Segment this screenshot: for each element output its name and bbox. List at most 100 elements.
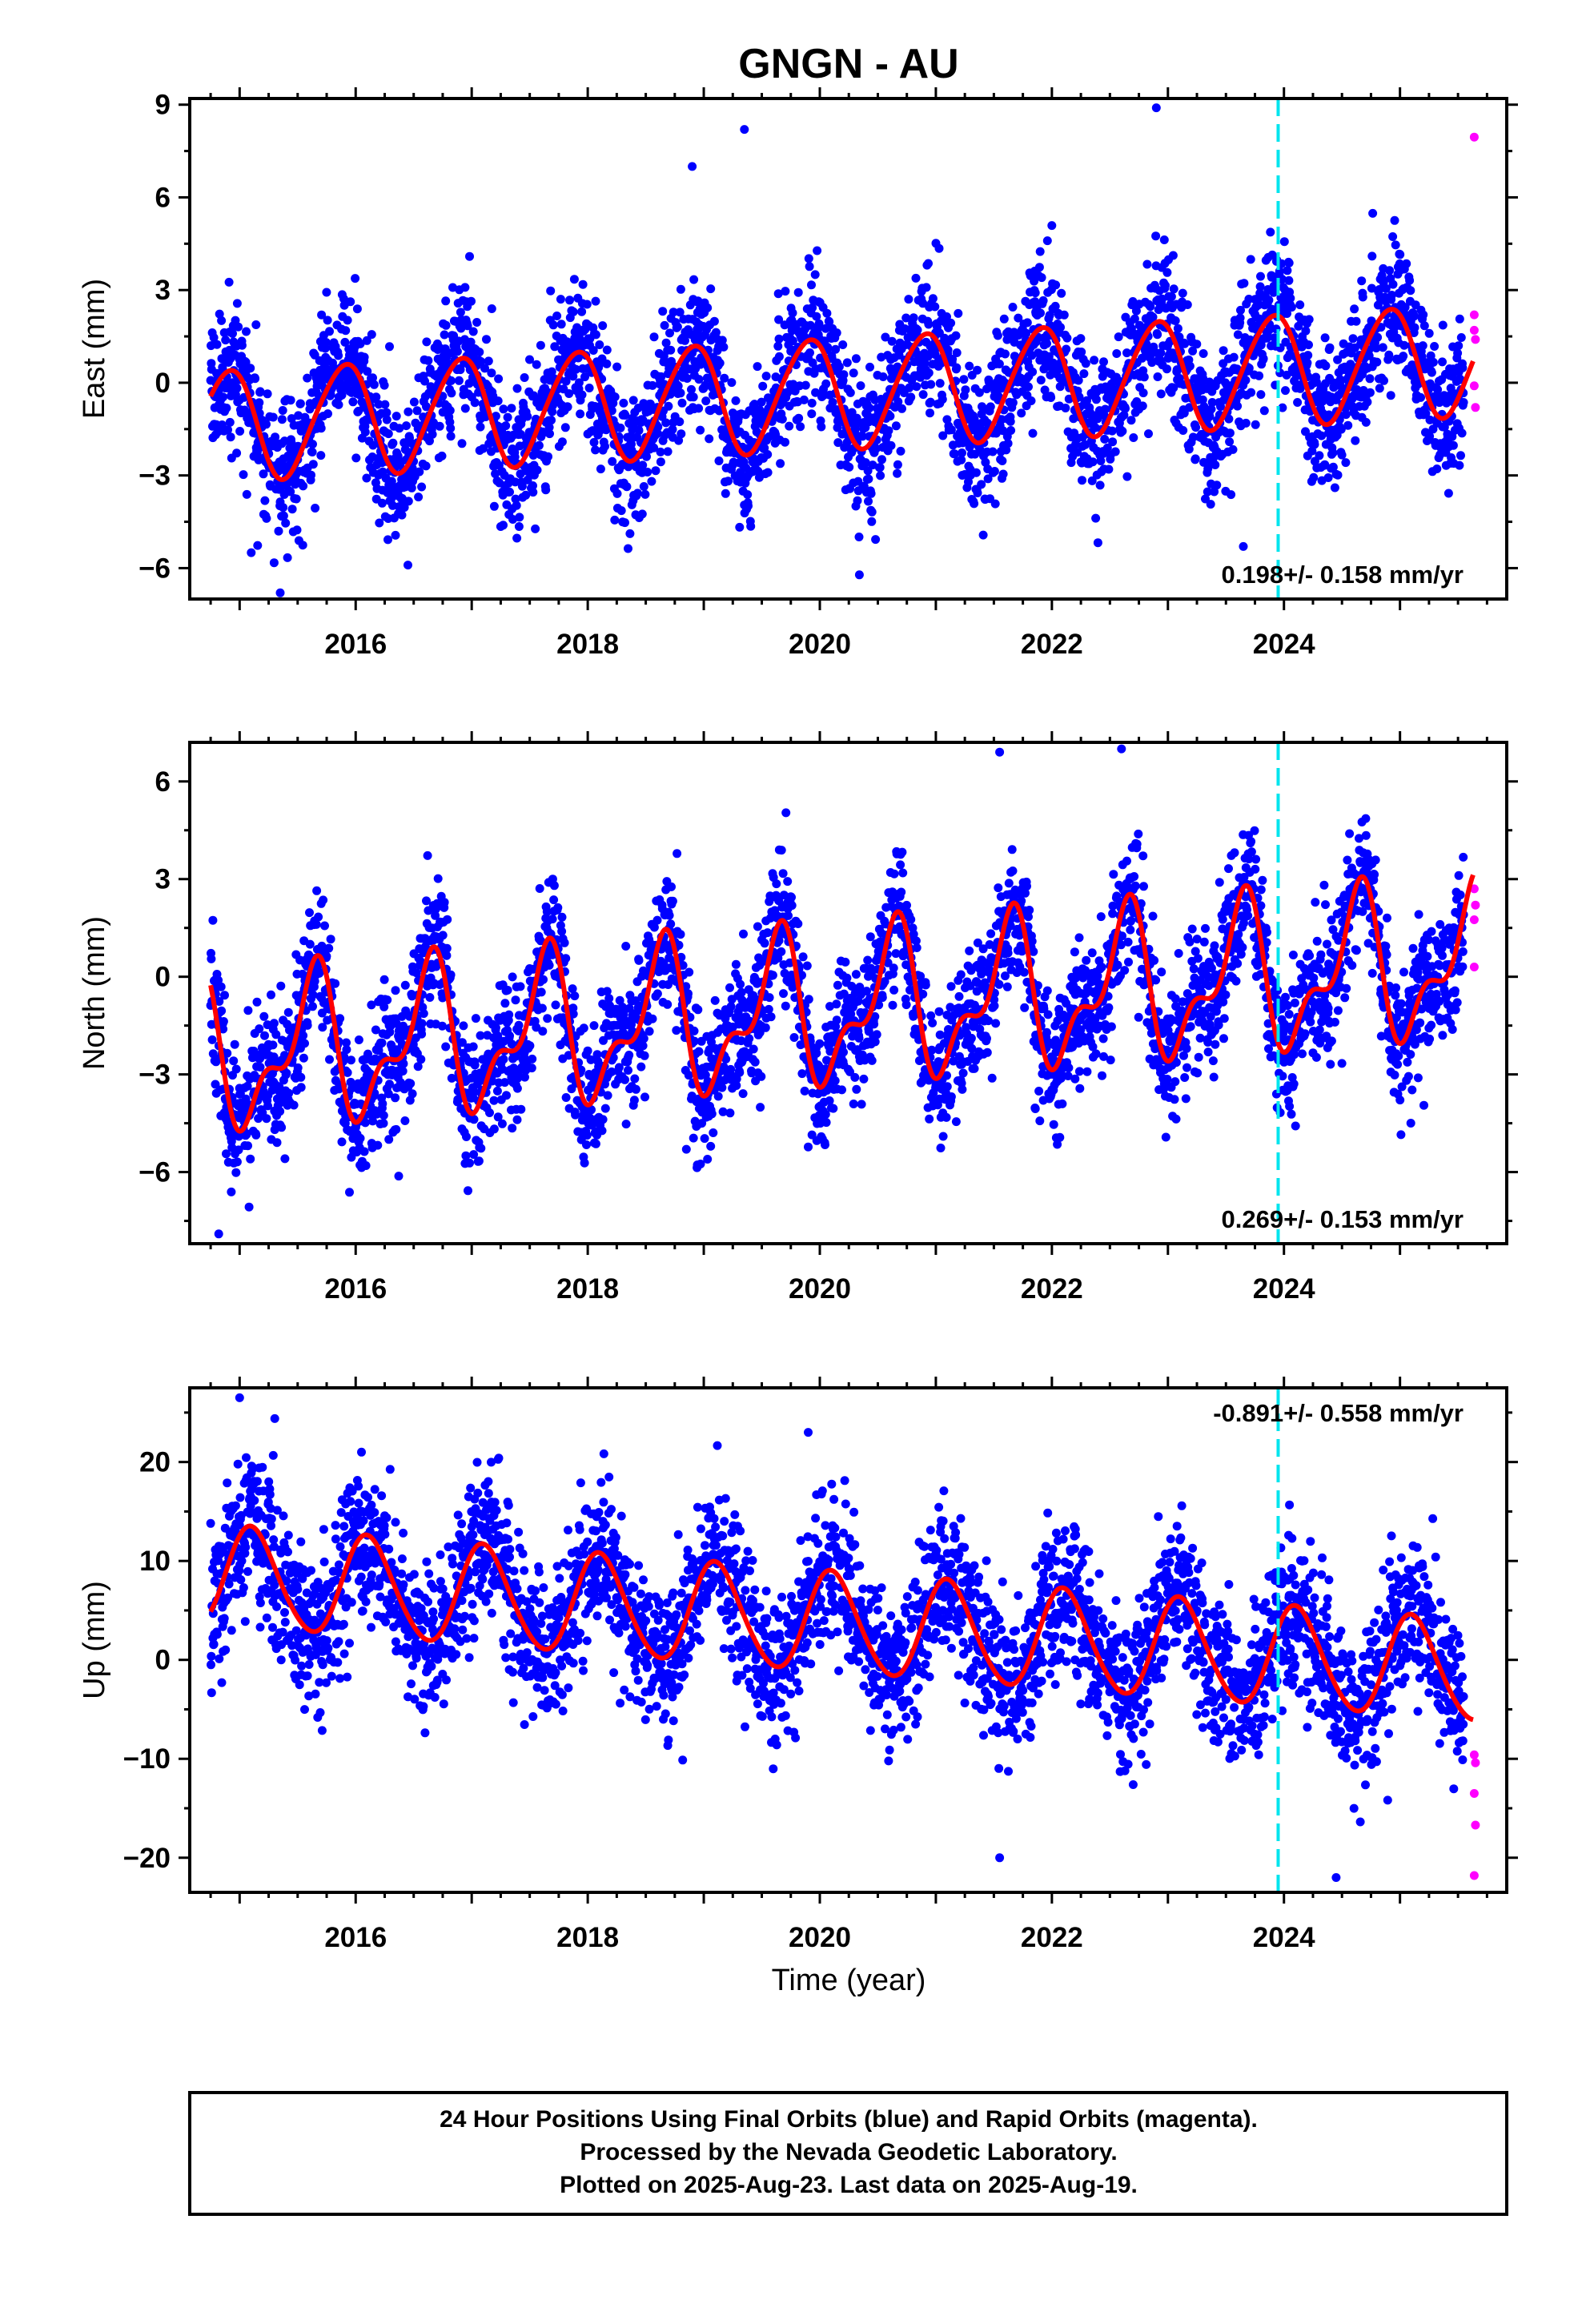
final-orbit-point (1035, 247, 1045, 256)
final-orbit-point (294, 411, 303, 420)
final-orbit-point (867, 507, 877, 517)
final-orbit-point (964, 477, 973, 487)
final-orbit-point (1028, 428, 1038, 438)
final-orbit-point (781, 287, 790, 296)
final-orbit-point (511, 477, 520, 487)
final-orbit-point (568, 307, 578, 316)
final-orbit-point (952, 348, 962, 357)
final-orbit-point (503, 412, 512, 422)
final-orbit-point (237, 340, 247, 350)
final-orbit-point (938, 395, 947, 404)
final-orbit-point (1372, 357, 1382, 367)
final-orbit-point (242, 1130, 251, 1140)
final-orbit-point (999, 314, 1009, 324)
final-orbit-point (1211, 460, 1220, 469)
final-orbit-point (924, 368, 934, 378)
final-orbit-point (696, 425, 705, 435)
final-orbit-point (817, 422, 826, 432)
y-tick-label: −6 (139, 553, 171, 584)
final-orbit-point (583, 1046, 592, 1055)
final-orbit-point (1090, 356, 1099, 365)
final-orbit-point (853, 496, 862, 505)
final-orbit-point (1158, 294, 1166, 304)
final-orbit-point (368, 373, 377, 383)
final-orbit-point (1210, 487, 1219, 497)
final-orbit-point (788, 308, 797, 318)
final-orbit-point (571, 364, 580, 374)
final-orbit-point (594, 360, 604, 370)
final-orbit-point (523, 475, 532, 485)
final-orbit-point (476, 422, 485, 432)
final-orbit-point (711, 328, 721, 337)
final-orbit-point (942, 312, 951, 321)
final-orbit-point (406, 1079, 416, 1088)
final-orbit-point (231, 1064, 241, 1074)
final-orbit-point (677, 398, 687, 408)
final-orbit-point (828, 397, 837, 407)
final-orbit-point (337, 390, 347, 400)
final-orbit-point (1169, 284, 1178, 294)
final-orbit-point (793, 287, 803, 297)
final-orbit-point (307, 448, 317, 456)
final-orbit-point (743, 490, 753, 500)
final-orbit-point (709, 316, 719, 326)
final-orbit-point (379, 1111, 388, 1120)
final-orbit-point (255, 1024, 264, 1034)
final-orbit-point (598, 1115, 608, 1124)
final-orbit-point (244, 1202, 254, 1212)
final-orbit-point (441, 296, 451, 306)
final-orbit-point (1439, 422, 1449, 432)
final-orbit-point (271, 432, 280, 442)
final-orbit-point (871, 535, 881, 545)
final-orbit-point (544, 960, 554, 970)
final-orbit-point (438, 931, 448, 940)
final-orbit-point (988, 447, 998, 456)
final-orbit-point (512, 1084, 522, 1093)
final-orbit-point (1091, 513, 1101, 523)
final-orbit-point (685, 967, 694, 977)
final-orbit-point (624, 1066, 632, 1075)
final-orbit-point (1139, 372, 1149, 382)
final-orbit-point (577, 307, 587, 316)
final-orbit-point (318, 1023, 327, 1032)
final-orbit-point (1153, 372, 1162, 381)
final-orbit-point (1328, 462, 1338, 472)
final-orbit-point (383, 535, 392, 545)
final-orbit-point (1239, 279, 1249, 288)
final-orbit-point (1375, 384, 1384, 393)
final-orbit-point (269, 558, 279, 568)
final-orbit-point (457, 439, 467, 448)
final-orbit-point (918, 390, 928, 400)
final-orbit-point (634, 955, 644, 965)
final-orbit-point (643, 468, 652, 476)
final-orbit-point (404, 561, 412, 570)
final-orbit-point (1304, 315, 1314, 324)
final-orbit-point (380, 400, 390, 409)
final-orbit-point (466, 337, 476, 347)
final-orbit-point (517, 481, 527, 491)
final-orbit-point (224, 277, 234, 287)
final-orbit-point (777, 414, 787, 424)
final-orbit-point (1207, 404, 1216, 414)
final-orbit-point (1315, 451, 1324, 460)
y-tick-label: 9 (155, 90, 171, 121)
final-orbit-point (423, 850, 432, 860)
final-orbit-point (470, 398, 480, 408)
final-orbit-point (1336, 424, 1346, 434)
final-orbit-point (878, 372, 888, 381)
final-orbit-point (807, 409, 817, 419)
final-orbit-point (1188, 346, 1198, 356)
final-orbit-point (1301, 326, 1311, 336)
final-orbit-point (421, 461, 431, 471)
final-orbit-point (538, 1027, 548, 1036)
final-orbit-point (1391, 240, 1400, 250)
final-orbit-point (1283, 266, 1292, 275)
final-orbit-point (560, 938, 569, 947)
final-orbit-point (491, 469, 500, 479)
final-orbit-point (689, 275, 699, 284)
final-orbit-point (508, 1124, 517, 1133)
final-orbit-point (675, 308, 685, 317)
final-orbit-point (973, 489, 982, 497)
final-orbit-point (1153, 330, 1162, 340)
